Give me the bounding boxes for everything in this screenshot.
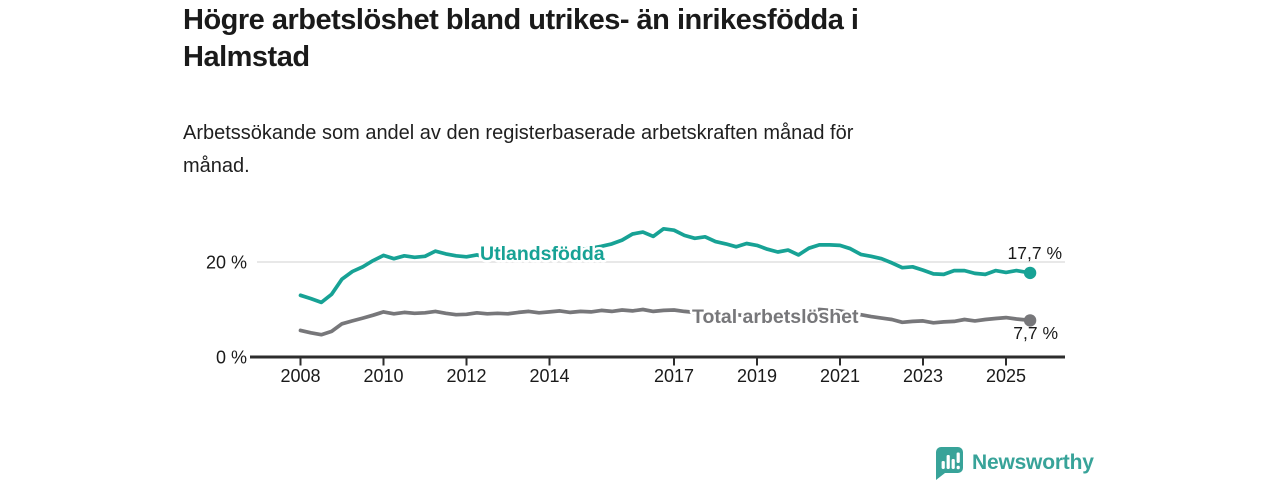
newsworthy-brand-text: Newsworthy [972,450,1094,474]
chart-title-line-2: Halmstad [183,41,310,73]
series-inline-label-utlandsfodda: Utlandsfödda [480,243,605,265]
chart-subtitle: Arbetssökande som andel av den registerb… [183,117,853,183]
series-line-utlandsfodda [298,226,1032,305]
series-end-dot-utlandsfodda [1023,266,1037,280]
newsworthy-bubble-chart-icon [936,447,963,480]
x-axis-tick-label: 2014 [529,366,569,386]
chart-title: Högre arbetslöshet bland utrikes- än inr… [183,2,859,76]
x-axis-tick-label: 2025 [986,366,1026,386]
series-inline-label-total: Total arbetslöshet [692,306,859,328]
x-axis-tick-label: 2017 [654,366,694,386]
y-axis-tick-label: 20 % [206,253,247,273]
x-axis-tick-label: 2012 [446,366,486,386]
x-axis-tick-label: 2021 [820,366,860,386]
newsworthy-logo[interactable]: Newsworthy [933,445,1094,480]
chart-title-line-1: Högre arbetslöshet bland utrikes- än inr… [183,4,859,36]
series-end-dot-total [1023,314,1037,327]
y-axis-tick-label: 0 % [216,348,247,368]
x-axis-tick-label: 2019 [737,366,777,386]
x-axis-tick-label: 2008 [280,366,320,386]
chart-subtitle-line-2: månad. [183,155,250,177]
series-line-total [298,307,1032,337]
series-end-value-label-total: 7,7 % [1013,323,1058,343]
series-end-value-label-utlandsfodda: 17,7 % [1008,243,1062,263]
x-axis-tick-label: 2010 [363,366,403,386]
x-axis-tick-label: 2023 [903,366,943,386]
chart-subtitle-line-1: Arbetssökande som andel av den registerb… [183,122,854,144]
